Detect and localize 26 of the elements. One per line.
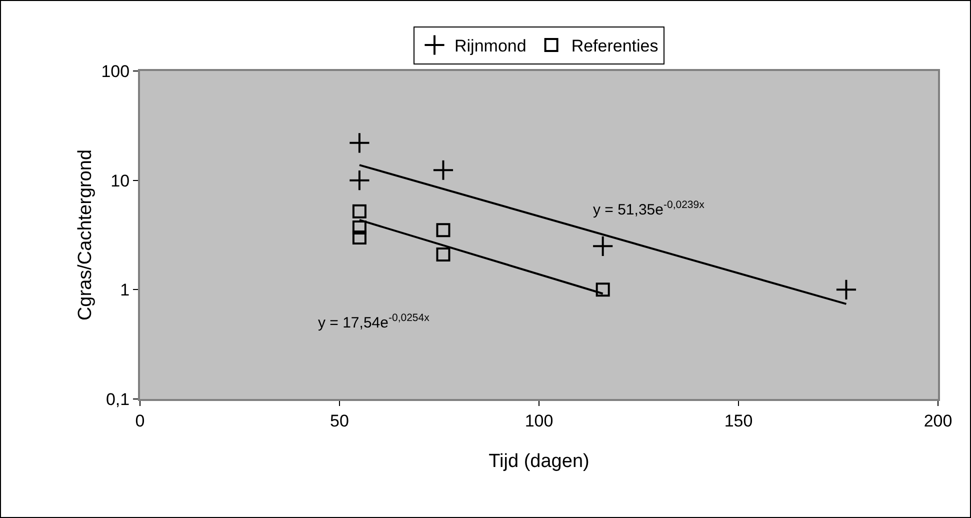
point [348, 132, 370, 154]
point [352, 230, 366, 244]
y-tick-label: 0,1 [106, 390, 130, 409]
y-tick-label: 100 [101, 62, 130, 81]
legend-label: Referenties [571, 36, 658, 56]
point [352, 204, 366, 218]
point [348, 170, 370, 192]
x-tick-label: 100 [524, 411, 554, 430]
annotation: y = 17,54e$^{-0,0254x}$ [318, 312, 430, 332]
point [432, 159, 454, 181]
x-tick-label: 0 [135, 411, 145, 430]
x-tick-label: 50 [330, 411, 349, 430]
y-axis-title: Cgras/Cachtergrond [75, 149, 96, 321]
y-tick-label: 1 [120, 280, 130, 300]
point [596, 282, 610, 297]
x-axis-title: Tijd (dagen) [488, 451, 590, 472]
annotation: y = 51,35e$^{-0,0239x}$ [593, 199, 706, 218]
y-tick-label: 10 [110, 171, 130, 190]
x-tick-label: 200 [924, 411, 952, 430]
x-tick-label: 150 [724, 411, 753, 430]
point [436, 247, 450, 262]
point [592, 235, 614, 257]
point [352, 220, 366, 235]
point [436, 223, 450, 238]
legend-label: Rijnmond [454, 36, 526, 56]
point [835, 278, 858, 300]
